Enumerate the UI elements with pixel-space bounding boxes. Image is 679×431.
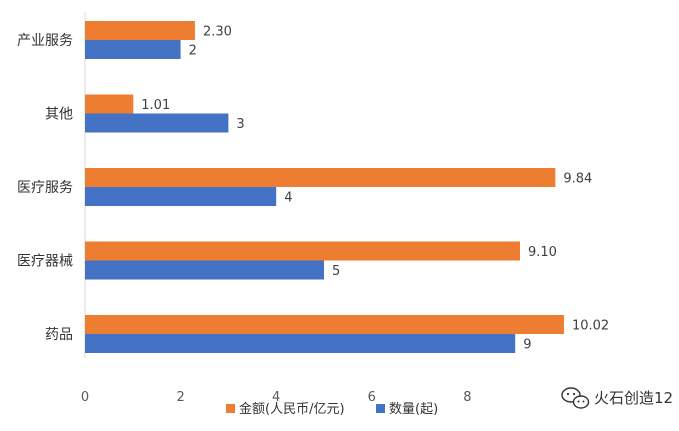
- bar-count: [85, 260, 324, 280]
- x-tick-label: 0: [81, 390, 89, 405]
- legend-label-amount: 金额(人民币/亿元): [239, 401, 345, 417]
- x-tick-label: 8: [463, 390, 471, 405]
- legend-label-count: 数量(起): [389, 402, 438, 417]
- legend: 金额(人民币/亿元) 数量(起): [226, 401, 438, 417]
- data-label-count: 2: [189, 44, 197, 59]
- chart-marks: 产业服务 2.30 2 其他 1.01 3 医疗服务 9.84 4 医疗器械 9.10 5 药品 10.0…: [17, 12, 609, 405]
- bar-count: [85, 113, 229, 133]
- category-label: 医疗服务: [17, 180, 73, 196]
- bar-amount: [85, 94, 134, 114]
- data-label-count: 9: [523, 338, 531, 353]
- category-label: 其他: [45, 107, 73, 123]
- bar-amount: [85, 315, 564, 334]
- data-label-amount: 2.30: [203, 25, 232, 40]
- watermark-label: 火石创造12: [594, 389, 673, 407]
- bar-count: [85, 334, 516, 353]
- bar-count: [85, 187, 277, 206]
- legend-swatch-amount: [226, 404, 235, 413]
- data-label-amount: 9.10: [528, 245, 557, 260]
- x-tick-label: 4: [272, 390, 280, 405]
- x-tick-label: 2: [176, 390, 184, 405]
- bar-count: [85, 40, 181, 59]
- category-label: 医疗器械: [17, 254, 73, 270]
- wechat-icon: [561, 387, 590, 409]
- x-tick-label: 6: [368, 390, 376, 405]
- legend-swatch-count: [376, 404, 385, 413]
- data-label-amount: 1.01: [141, 98, 170, 113]
- data-label-count: 3: [236, 117, 244, 132]
- data-label-amount: 10.02: [572, 319, 609, 334]
- watermark-logo: 火石创造12: [561, 387, 673, 409]
- data-label-count: 5: [332, 264, 340, 279]
- bar-amount: [85, 21, 195, 40]
- category-label: 产业服务: [17, 33, 73, 49]
- bar-amount: [85, 241, 520, 261]
- bar-amount: [85, 168, 556, 187]
- data-label-count: 4: [284, 191, 292, 206]
- category-label: 药品: [45, 327, 73, 343]
- data-label-amount: 9.84: [563, 172, 592, 187]
